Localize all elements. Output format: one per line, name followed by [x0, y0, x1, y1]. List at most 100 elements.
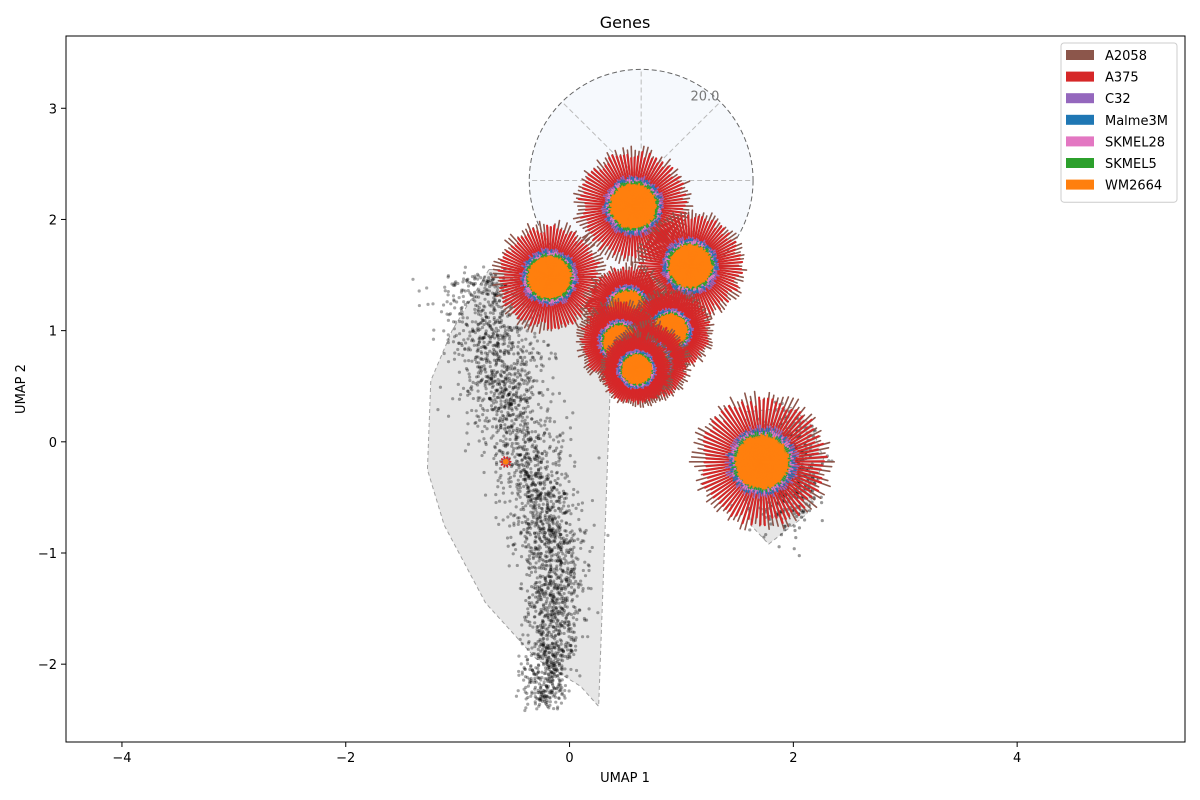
cell-point	[509, 464, 514, 469]
cell-point	[525, 421, 530, 426]
cell-point	[538, 537, 542, 541]
cell-point	[551, 526, 555, 531]
cell-point	[497, 419, 502, 423]
cell-point	[522, 508, 526, 512]
cell-point	[539, 527, 543, 531]
cell-point	[550, 558, 554, 563]
cell-point	[497, 304, 501, 309]
cell-point	[544, 633, 548, 638]
cell-point	[507, 392, 511, 396]
cell-point	[520, 623, 524, 627]
cell-point	[466, 300, 470, 304]
cell-point	[565, 674, 569, 678]
cell-point	[524, 456, 528, 461]
cell-point	[483, 332, 487, 337]
cell-point	[524, 615, 529, 619]
cell-point	[548, 550, 552, 554]
cell-point	[494, 516, 498, 520]
cell-point	[560, 600, 564, 605]
cell-point	[517, 654, 521, 658]
cell-point	[530, 690, 534, 694]
cell-point	[559, 701, 564, 705]
cell-point	[550, 690, 555, 695]
cell-point	[519, 555, 524, 559]
cell-point	[577, 582, 581, 586]
cell-point	[562, 626, 567, 630]
cell-point	[552, 486, 556, 490]
cell-point	[526, 371, 530, 376]
cell-point	[484, 442, 488, 447]
cell-point	[555, 643, 559, 648]
cell-point	[529, 679, 534, 683]
cell-point	[543, 677, 547, 681]
cell-point	[562, 399, 567, 403]
cell-point	[564, 585, 568, 589]
cell-point	[554, 530, 558, 534]
cell-point	[559, 533, 563, 537]
cell-point	[569, 667, 573, 672]
cluster-hull	[426, 268, 613, 708]
cell-point	[540, 509, 544, 514]
cell-point	[533, 506, 538, 510]
cell-point	[469, 293, 473, 297]
cell-point	[559, 573, 563, 577]
cell-point	[484, 387, 488, 391]
cell-point	[507, 477, 511, 481]
cell-point	[530, 493, 535, 497]
cell-point	[465, 316, 469, 320]
cell-point	[490, 370, 494, 374]
cell-point	[519, 530, 523, 534]
cell-point	[524, 477, 528, 481]
cell-point	[495, 442, 499, 446]
cell-point	[558, 621, 562, 626]
cell-point	[481, 336, 486, 340]
cell-point	[559, 494, 564, 499]
cell-point	[546, 704, 550, 708]
cell-point	[537, 533, 541, 537]
cell-point	[554, 600, 558, 604]
cell-point	[513, 371, 517, 375]
cell-point	[514, 505, 518, 509]
cell-point	[555, 674, 559, 678]
cell-point	[555, 668, 560, 673]
cell-point	[576, 537, 580, 541]
cell-point	[513, 367, 517, 371]
cell-point	[502, 351, 507, 355]
cell-point	[533, 676, 537, 680]
cell-point	[506, 442, 510, 446]
cell-point	[558, 434, 562, 438]
cell-point	[574, 556, 578, 560]
cell-point	[574, 668, 579, 673]
cell-point	[497, 320, 501, 325]
cell-point	[511, 428, 516, 432]
cell-point	[537, 612, 541, 616]
cell-point	[565, 575, 569, 580]
cell-point	[532, 603, 536, 607]
cell-point	[563, 529, 567, 533]
cell-point	[558, 576, 562, 581]
cell-point	[539, 566, 543, 570]
cell-point	[473, 299, 477, 303]
cell-point	[536, 552, 540, 556]
cell-point	[550, 527, 554, 532]
cell-point	[483, 384, 487, 388]
cell-point	[531, 443, 535, 447]
cell-point	[572, 532, 576, 536]
cell-point	[523, 440, 527, 445]
cell-point	[500, 359, 504, 363]
cell-point	[463, 303, 467, 307]
cell-point	[530, 430, 534, 434]
cell-point	[495, 409, 499, 413]
cell-point	[568, 522, 572, 527]
cell-point	[505, 431, 509, 435]
cell-point	[522, 362, 526, 366]
cell-point	[475, 414, 479, 418]
cell-point	[597, 456, 601, 460]
cell-point	[586, 563, 590, 567]
cell-point	[488, 340, 493, 344]
cell-point	[490, 334, 494, 339]
cell-point	[547, 357, 551, 361]
cell-point	[537, 351, 541, 356]
cell-point	[510, 367, 515, 371]
cell-point	[779, 533, 784, 537]
